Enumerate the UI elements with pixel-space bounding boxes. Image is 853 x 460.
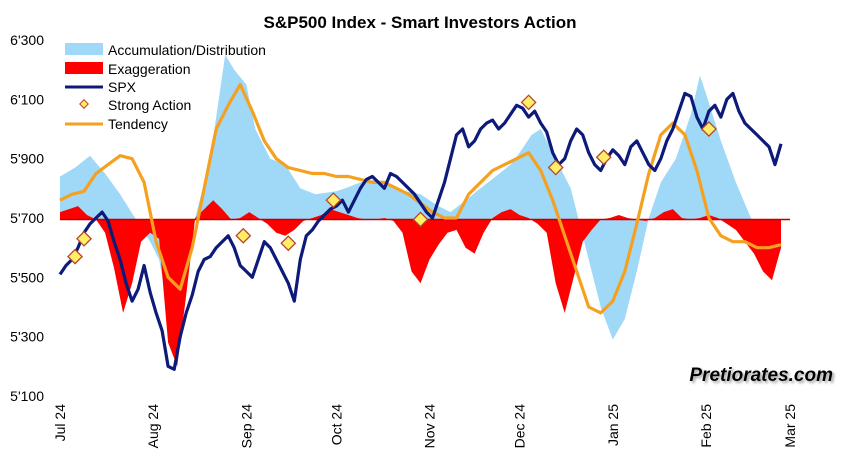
y-tick-label: 5'300 [10,329,44,345]
legend: Accumulation/Distribution Exaggeration S… [65,42,266,132]
series-exaggeration-area [60,200,781,367]
strong-action-marker [547,159,564,176]
strong-action-marker [76,230,93,247]
watermark: Pretiorates.com [689,365,833,386]
legend-swatch-accumulation [65,43,103,55]
x-tick-label: Feb 25 [698,404,714,448]
y-axis: 5'100 5'300 5'500 5'700 5'900 6'100 6'300 [10,32,44,404]
legend-label-strong-action: Strong Action [108,97,191,113]
legend-swatch-strong-action [79,99,89,109]
y-tick-label: 6'100 [10,91,44,107]
strong-action-marker [280,235,297,252]
series-spx-line [58,91,783,371]
strong-action-marker [235,227,252,244]
y-tick-label: 5'500 [10,269,44,285]
y-tick-label: 5'700 [10,210,44,226]
series-accumulation-area [60,54,781,340]
legend-swatch-exaggeration [65,62,103,74]
x-tick-label: Jul 24 [52,404,68,442]
legend-label-spx: SPX [108,79,137,95]
strong-action-marker [412,211,429,228]
x-axis: Jul 24 Aug 24 Sep 24 Oct 24 Nov 24 Dec 24 Jan … [52,404,798,449]
x-tick-label: Mar 25 [782,404,798,448]
strong-action-marker [325,192,342,209]
strong-action-marker [520,94,537,111]
strong-action-marker [595,149,612,166]
x-tick-label: Nov 24 [422,404,438,449]
legend-label-exaggeration: Exaggeration [108,61,191,77]
x-tick-label: Oct 24 [328,404,344,445]
plot-area [58,54,790,371]
y-tick-label: 5'100 [10,388,44,404]
y-tick-label: 5'900 [10,151,44,167]
x-tick-label: Aug 24 [145,404,161,449]
x-tick-label: Jan 25 [605,404,621,446]
strong-action-marker [67,248,84,265]
chart-title: S&P500 Index - Smart Investors Action [263,13,576,32]
legend-label-tendency: Tendency [108,116,168,132]
y-tick-label: 6'300 [10,32,44,48]
x-tick-label: Dec 24 [512,404,528,449]
x-tick-label: Sep 24 [238,404,254,449]
strong-action-marker [700,121,717,137]
legend-label-accumulation: Accumulation/Distribution [108,42,266,58]
